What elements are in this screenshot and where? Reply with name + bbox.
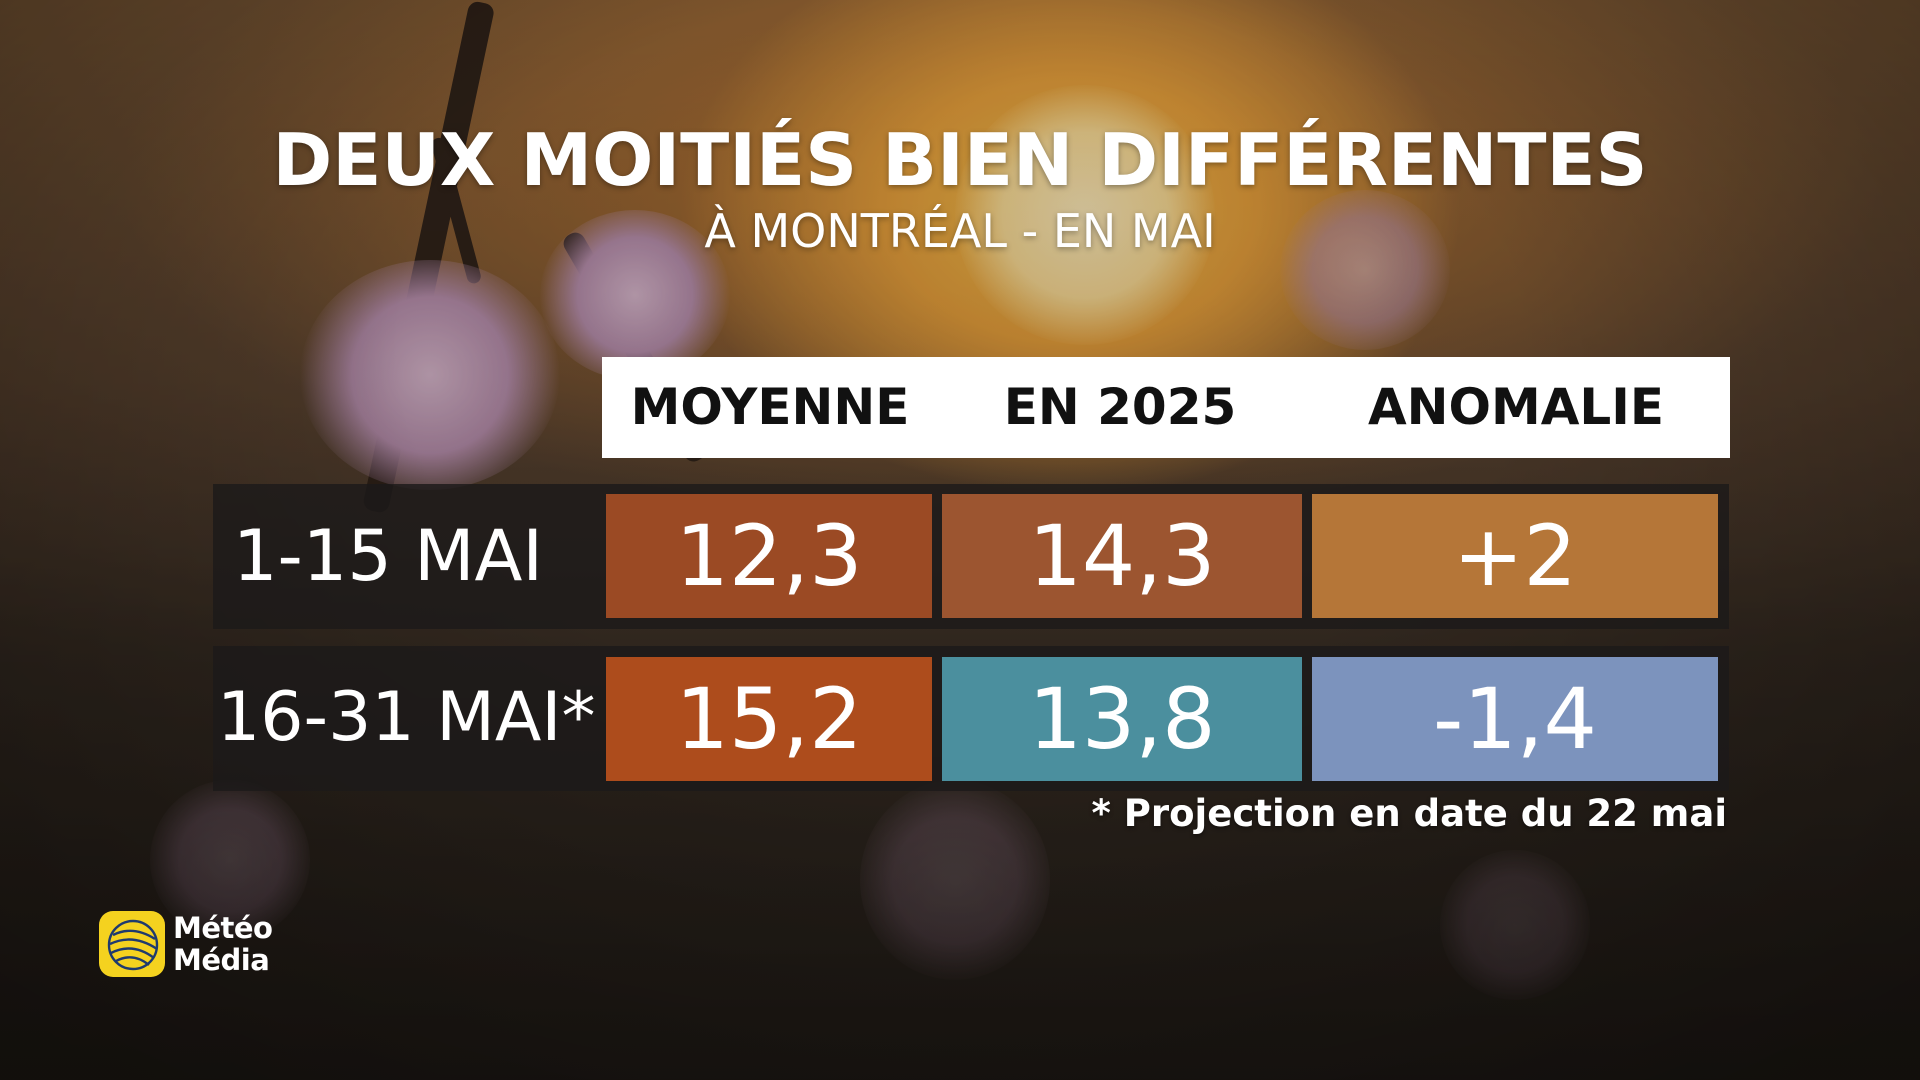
blossom-bottom-right bbox=[1440, 850, 1590, 1000]
logo-text-line1: Météo bbox=[173, 911, 273, 945]
cell-moyenne-row1: 12,3 bbox=[606, 494, 932, 618]
blossom-left bbox=[300, 260, 560, 490]
logo-text-line2: Média bbox=[173, 943, 270, 977]
row-label-16-31-mai: 16-31 MAI* bbox=[217, 678, 596, 757]
page-subtitle: À MONTRÉAL - EN MAI bbox=[704, 204, 1216, 258]
cell-en-2025-row1: 14,3 bbox=[942, 494, 1302, 618]
meteomedia-logo: Météo Média bbox=[99, 910, 273, 978]
meteomedia-globe-icon bbox=[99, 911, 165, 977]
cell-anomalie-row2: -1,4 bbox=[1312, 657, 1718, 781]
blossom-top bbox=[540, 210, 730, 380]
table-header: MOYENNE EN 2025 ANOMALIE bbox=[602, 357, 1730, 458]
sun-glow bbox=[955, 85, 1215, 345]
header-moyenne: MOYENNE bbox=[630, 378, 910, 436]
cell-anomalie-row1: +2 bbox=[1312, 494, 1718, 618]
blossom-bottom-left bbox=[150, 780, 310, 940]
header-en-2025: EN 2025 bbox=[1003, 378, 1237, 436]
footnote: * Projection en date du 22 mai bbox=[1091, 792, 1727, 835]
row-label-1-15-mai: 1-15 MAI bbox=[233, 515, 544, 597]
blossom-right bbox=[1280, 190, 1450, 350]
cell-moyenne-row2: 15,2 bbox=[606, 657, 932, 781]
page-title: DEUX MOITIÉS BIEN DIFFÉRENTES bbox=[272, 118, 1648, 202]
cell-en-2025-row2: 13,8 bbox=[942, 657, 1302, 781]
header-anomalie: ANOMALIE bbox=[1367, 378, 1665, 436]
blossom-bottom-mid bbox=[860, 780, 1050, 980]
